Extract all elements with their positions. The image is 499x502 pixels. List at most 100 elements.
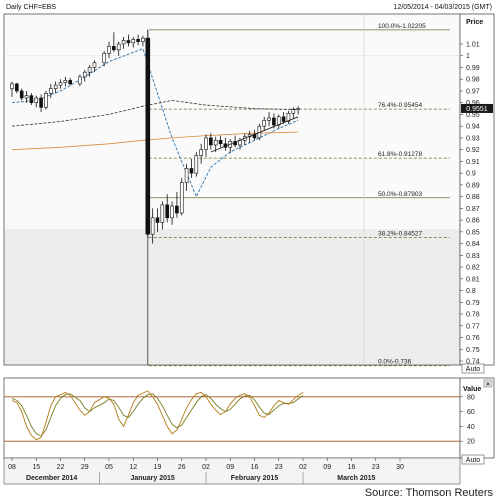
candle-body — [107, 46, 111, 54]
candle-body — [44, 93, 48, 108]
candle-body — [78, 76, 82, 85]
stoch-auto-label: Auto — [466, 457, 481, 464]
candle-body — [112, 46, 116, 51]
fib-level-label: 50.0%-0.87903 — [378, 191, 422, 198]
candle — [272, 113, 276, 129]
candle-body — [10, 83, 14, 89]
candle — [116, 41, 121, 56]
stoch-close-button[interactable]: ✕ — [483, 379, 493, 388]
price-axis-frame — [459, 13, 495, 366]
candle — [29, 93, 34, 106]
candle — [102, 51, 106, 67]
fib-level-label: 76.4%-0.95454 — [378, 102, 422, 109]
candle-body — [184, 168, 189, 183]
price-tick-label: 0.91 — [466, 159, 480, 166]
current-price-label: 0.9551 — [466, 106, 488, 113]
candle-body — [102, 53, 106, 64]
candle — [78, 74, 82, 87]
price-tick-label: 0.88 — [466, 194, 480, 201]
stoch-axis-ticks: 80 60 40 20 — [460, 394, 475, 446]
candle — [48, 83, 53, 99]
candle — [179, 177, 184, 216]
close-icon: ✕ — [485, 382, 490, 388]
price-tick-label: 0.99 — [466, 65, 480, 72]
candle-body — [126, 40, 131, 44]
x-tick-label: 09 — [226, 464, 234, 471]
x-tick-label: 12 — [129, 464, 137, 471]
candle-body — [209, 137, 213, 146]
candle-body — [24, 95, 29, 99]
price-tick-label: 0.79 — [466, 300, 480, 307]
x-axis-band — [3, 457, 461, 485]
price-auto-button[interactable]: Auto — [461, 363, 485, 374]
candle — [34, 95, 39, 108]
candle — [262, 116, 267, 131]
x-tick-label: 08 — [8, 464, 16, 471]
support-trendline — [210, 116, 299, 153]
price-tick-label: 0.83 — [466, 253, 480, 260]
candle — [175, 191, 179, 218]
price-tick-label: 0.9 — [466, 171, 476, 178]
candle — [145, 29, 151, 238]
price-tick-label: 0.81 — [466, 276, 480, 283]
x-tick-label: 16 — [348, 464, 356, 471]
x-tick-label: 02 — [299, 464, 307, 471]
x-month-label: March 2015 — [337, 475, 375, 482]
stoch-plot-frame — [3, 377, 461, 459]
price-tick-label: 0.77 — [466, 323, 480, 330]
candle — [281, 112, 286, 124]
candle-body — [262, 120, 267, 127]
candle-body — [213, 139, 218, 146]
x-axis-ticks: 08 15 22 29 05 12 19 26 02 09 16 23 02 09 16 23 30 Decemb… — [8, 458, 404, 484]
price-axis-title: Price — [466, 19, 483, 26]
candle — [194, 152, 199, 177]
candle-body — [286, 112, 291, 122]
price-tick-label: 1 — [466, 53, 470, 60]
candle-body — [272, 117, 276, 126]
candle-body — [87, 67, 92, 73]
candle-body — [204, 137, 208, 150]
candle-body — [170, 205, 174, 219]
x-tick-label: 15 — [32, 464, 40, 471]
candle — [296, 106, 300, 115]
candle-body — [165, 204, 169, 219]
candle — [218, 135, 223, 148]
candle — [39, 94, 43, 113]
candle-body — [267, 117, 271, 121]
price-tick-label: 0.82 — [466, 265, 480, 272]
moving-average-layer — [11, 48, 299, 198]
candle-body — [116, 43, 121, 51]
price-tick-label: 0.84 — [466, 241, 480, 248]
x-tick-label: 19 — [154, 464, 162, 471]
date-range: 12/05/2014 - 04/03/2015 (GMT) — [394, 4, 492, 11]
candle — [160, 201, 165, 230]
price-auto-label: Auto — [466, 366, 481, 373]
candle — [58, 79, 63, 89]
current-price-marker: 0.9551 — [461, 103, 493, 113]
price-tick-label: 0.97 — [466, 88, 480, 95]
fib-level-label: 38.2%-0.84527 — [378, 230, 422, 237]
candle — [209, 133, 213, 150]
price-tick-label: 0.78 — [466, 312, 480, 319]
stoch-auto-button[interactable]: Auto — [461, 454, 485, 465]
candle — [87, 65, 92, 77]
x-tick-label: 22 — [57, 464, 65, 471]
candle-body — [29, 95, 34, 104]
candle-body — [175, 205, 179, 214]
candle — [170, 201, 174, 225]
candle — [82, 69, 87, 82]
candle — [150, 208, 155, 244]
stoch-tick-label: 40 — [467, 424, 475, 431]
price-tick-label: 1.01 — [466, 42, 480, 49]
price-tick-label: 0.96 — [466, 100, 480, 107]
price-tick-label: 0.76 — [466, 335, 480, 342]
fib-level-label: 61.8%-0.91278 — [378, 151, 422, 158]
candle — [92, 60, 97, 73]
candle-body — [141, 37, 145, 42]
price-tick-label: 0.86 — [466, 218, 480, 225]
candle-body — [68, 80, 72, 85]
candle — [53, 81, 58, 94]
candle — [286, 110, 291, 124]
candle-body — [199, 149, 203, 156]
candle — [107, 41, 111, 59]
